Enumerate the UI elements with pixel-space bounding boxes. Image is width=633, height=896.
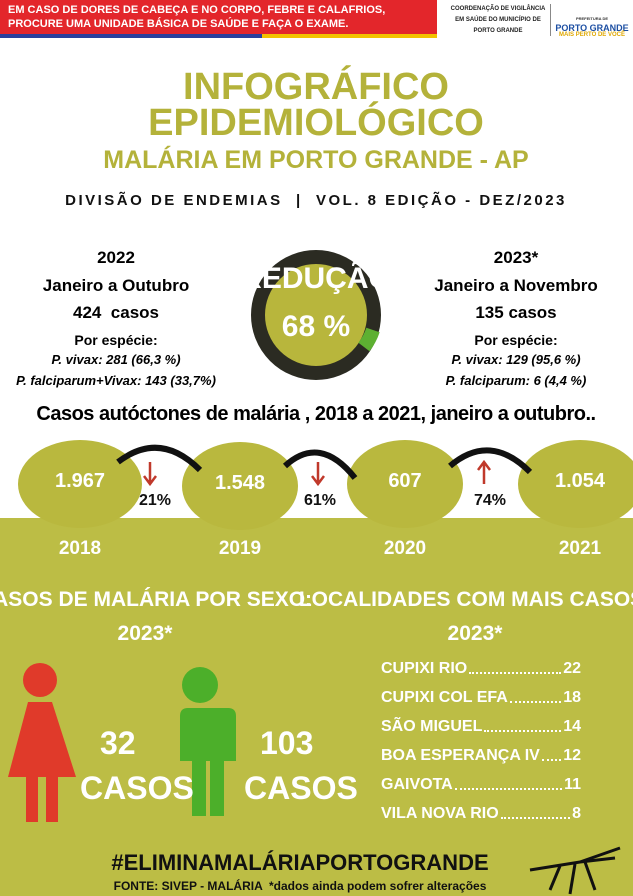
donut — [251, 250, 381, 380]
edition: DIVISÃO DE ENDEMIAS | VOL. 8 EDIÇÃO - DE… — [65, 192, 567, 209]
down-arrow — [143, 462, 157, 487]
year-label: 2018 — [58, 538, 102, 559]
species: P. falciparum: 6 (4,4 %) — [445, 373, 587, 388]
circle — [518, 440, 633, 528]
subtitle: MALÁRIA EM PORTO GRANDE - AP — [103, 146, 529, 174]
circle-value: 1.548 — [214, 472, 266, 494]
sex-year: 2023* — [117, 622, 173, 645]
localities-year: 2023* — [447, 622, 503, 645]
change: 74% — [473, 492, 507, 509]
locality-value: 14 — [563, 718, 581, 735]
period: Janeiro a Outubro — [42, 276, 190, 295]
locality-name: VILA NOVA RIO — [381, 805, 499, 822]
title: INFOGRÁFICO — [183, 66, 449, 108]
locality-name: GAIVOTA — [381, 776, 453, 793]
locality-value: 11 — [564, 776, 581, 793]
curve-arrow — [282, 449, 358, 480]
bottom-panel — [0, 518, 633, 896]
year-label: 2020 — [383, 538, 427, 559]
circle-value: 607 — [388, 470, 422, 492]
cases: 135 casos — [475, 303, 557, 322]
locality-row: GAIVOTA 11 — [381, 776, 581, 794]
locality-value: 22 — [563, 660, 581, 677]
species-label: Por espécie: — [74, 332, 158, 348]
figures — [8, 663, 236, 822]
localities-title: LOCALIDADES COM MAIS CASOS: — [298, 588, 633, 611]
leader — [500, 817, 571, 819]
locality-name: SÃO MIGUEL — [381, 718, 483, 735]
mosquito — [529, 846, 621, 895]
leader — [484, 730, 562, 732]
logo: MAIS PERTO DE VOCÊ — [559, 32, 625, 38]
locality-row: SÃO MIGUEL 14 — [381, 718, 581, 736]
female-value: 32 — [100, 725, 136, 761]
circle-value: 1.054 — [554, 470, 606, 492]
locality-row: BOA ESPERANÇA IV 12 — [381, 747, 581, 765]
locality-name: CUPIXI RIO — [381, 660, 468, 677]
locality-name: CUPIXI COL EFA — [381, 689, 508, 706]
leader — [541, 759, 562, 761]
female-figure — [8, 663, 76, 822]
title: EPIDEMIOLÓGICO — [148, 102, 484, 144]
banner-text: PROCURE UMA UNIDADE BÁSICA DE SAÚDE E FA… — [8, 18, 349, 30]
banner-strip — [0, 34, 437, 38]
hashtag: #ELIMINAMALÁRIAPORTOGRANDE — [111, 850, 489, 875]
circle — [18, 440, 142, 528]
female-unit: CASOS — [80, 770, 194, 806]
banner — [0, 0, 437, 34]
species: P. vivax: 129 (95,6 %) — [451, 352, 581, 367]
change: 21% — [138, 492, 172, 509]
banner-text: EM CASO DE DORES DE CABEÇA E NO CORPO, F… — [8, 4, 386, 16]
locality-value: 18 — [563, 689, 581, 706]
ring — [251, 250, 381, 380]
species-label: Por espécie: — [474, 332, 558, 348]
reduction-value: 68 % — [281, 310, 351, 343]
logo: PREFEITURA DE — [575, 16, 609, 21]
locality-row: CUPIXI RIO 22 — [381, 660, 581, 678]
cases: 424 casos — [72, 303, 160, 322]
leader — [469, 672, 562, 674]
section-title: Casos autóctones de malária , 2018 a 202… — [36, 403, 596, 425]
species: P. falciparum+Vivax: 143 (33,7%) — [16, 373, 216, 388]
locality-row: VILA NOVA RIO 8 — [381, 805, 581, 823]
source: FONTE: SIVEP - MALÁRIA *dados ainda pode… — [113, 879, 487, 893]
curve-arrow — [448, 447, 533, 475]
year-label: 2019 — [218, 538, 262, 559]
male-value: 103 — [260, 725, 314, 761]
year-label: 2021 — [558, 538, 602, 559]
locality-row: CUPIXI COL EFA 18 — [381, 689, 581, 707]
sex-title: CASOS DE MALÁRIA POR SEXO: — [0, 588, 313, 611]
male-unit: CASOS — [244, 770, 358, 806]
logo: PORTO GRANDE — [555, 23, 629, 33]
change: 61% — [303, 492, 337, 509]
leader — [454, 788, 563, 790]
locality-value: 12 — [563, 747, 581, 764]
up-arrow — [477, 459, 491, 484]
down-arrow — [311, 462, 325, 487]
period: Janeiro a Novembro — [434, 276, 598, 295]
year: 2023* — [493, 248, 539, 267]
org: EM SAÚDE DO MUNICÍPIO DE — [455, 17, 541, 23]
ring-segment — [358, 327, 380, 352]
circles — [18, 440, 633, 530]
circle-value: 1.967 — [54, 470, 106, 492]
male-figure — [172, 667, 236, 816]
reduction-label: REDUÇÃO — [240, 262, 392, 295]
org: COORDENAÇÃO DE VIGILÂNCIA — [450, 6, 546, 12]
species: P. vivax: 281 (66,3 %) — [51, 352, 181, 367]
divider — [550, 4, 551, 36]
locality-name: BOA ESPERANÇA IV — [381, 747, 540, 764]
org: PORTO GRANDE — [473, 28, 523, 34]
locality-value: 8 — [572, 805, 581, 822]
circle — [182, 442, 298, 530]
curve-arrow — [116, 444, 203, 473]
leader — [509, 701, 562, 703]
year: 2022 — [97, 248, 135, 267]
circle — [347, 440, 463, 528]
